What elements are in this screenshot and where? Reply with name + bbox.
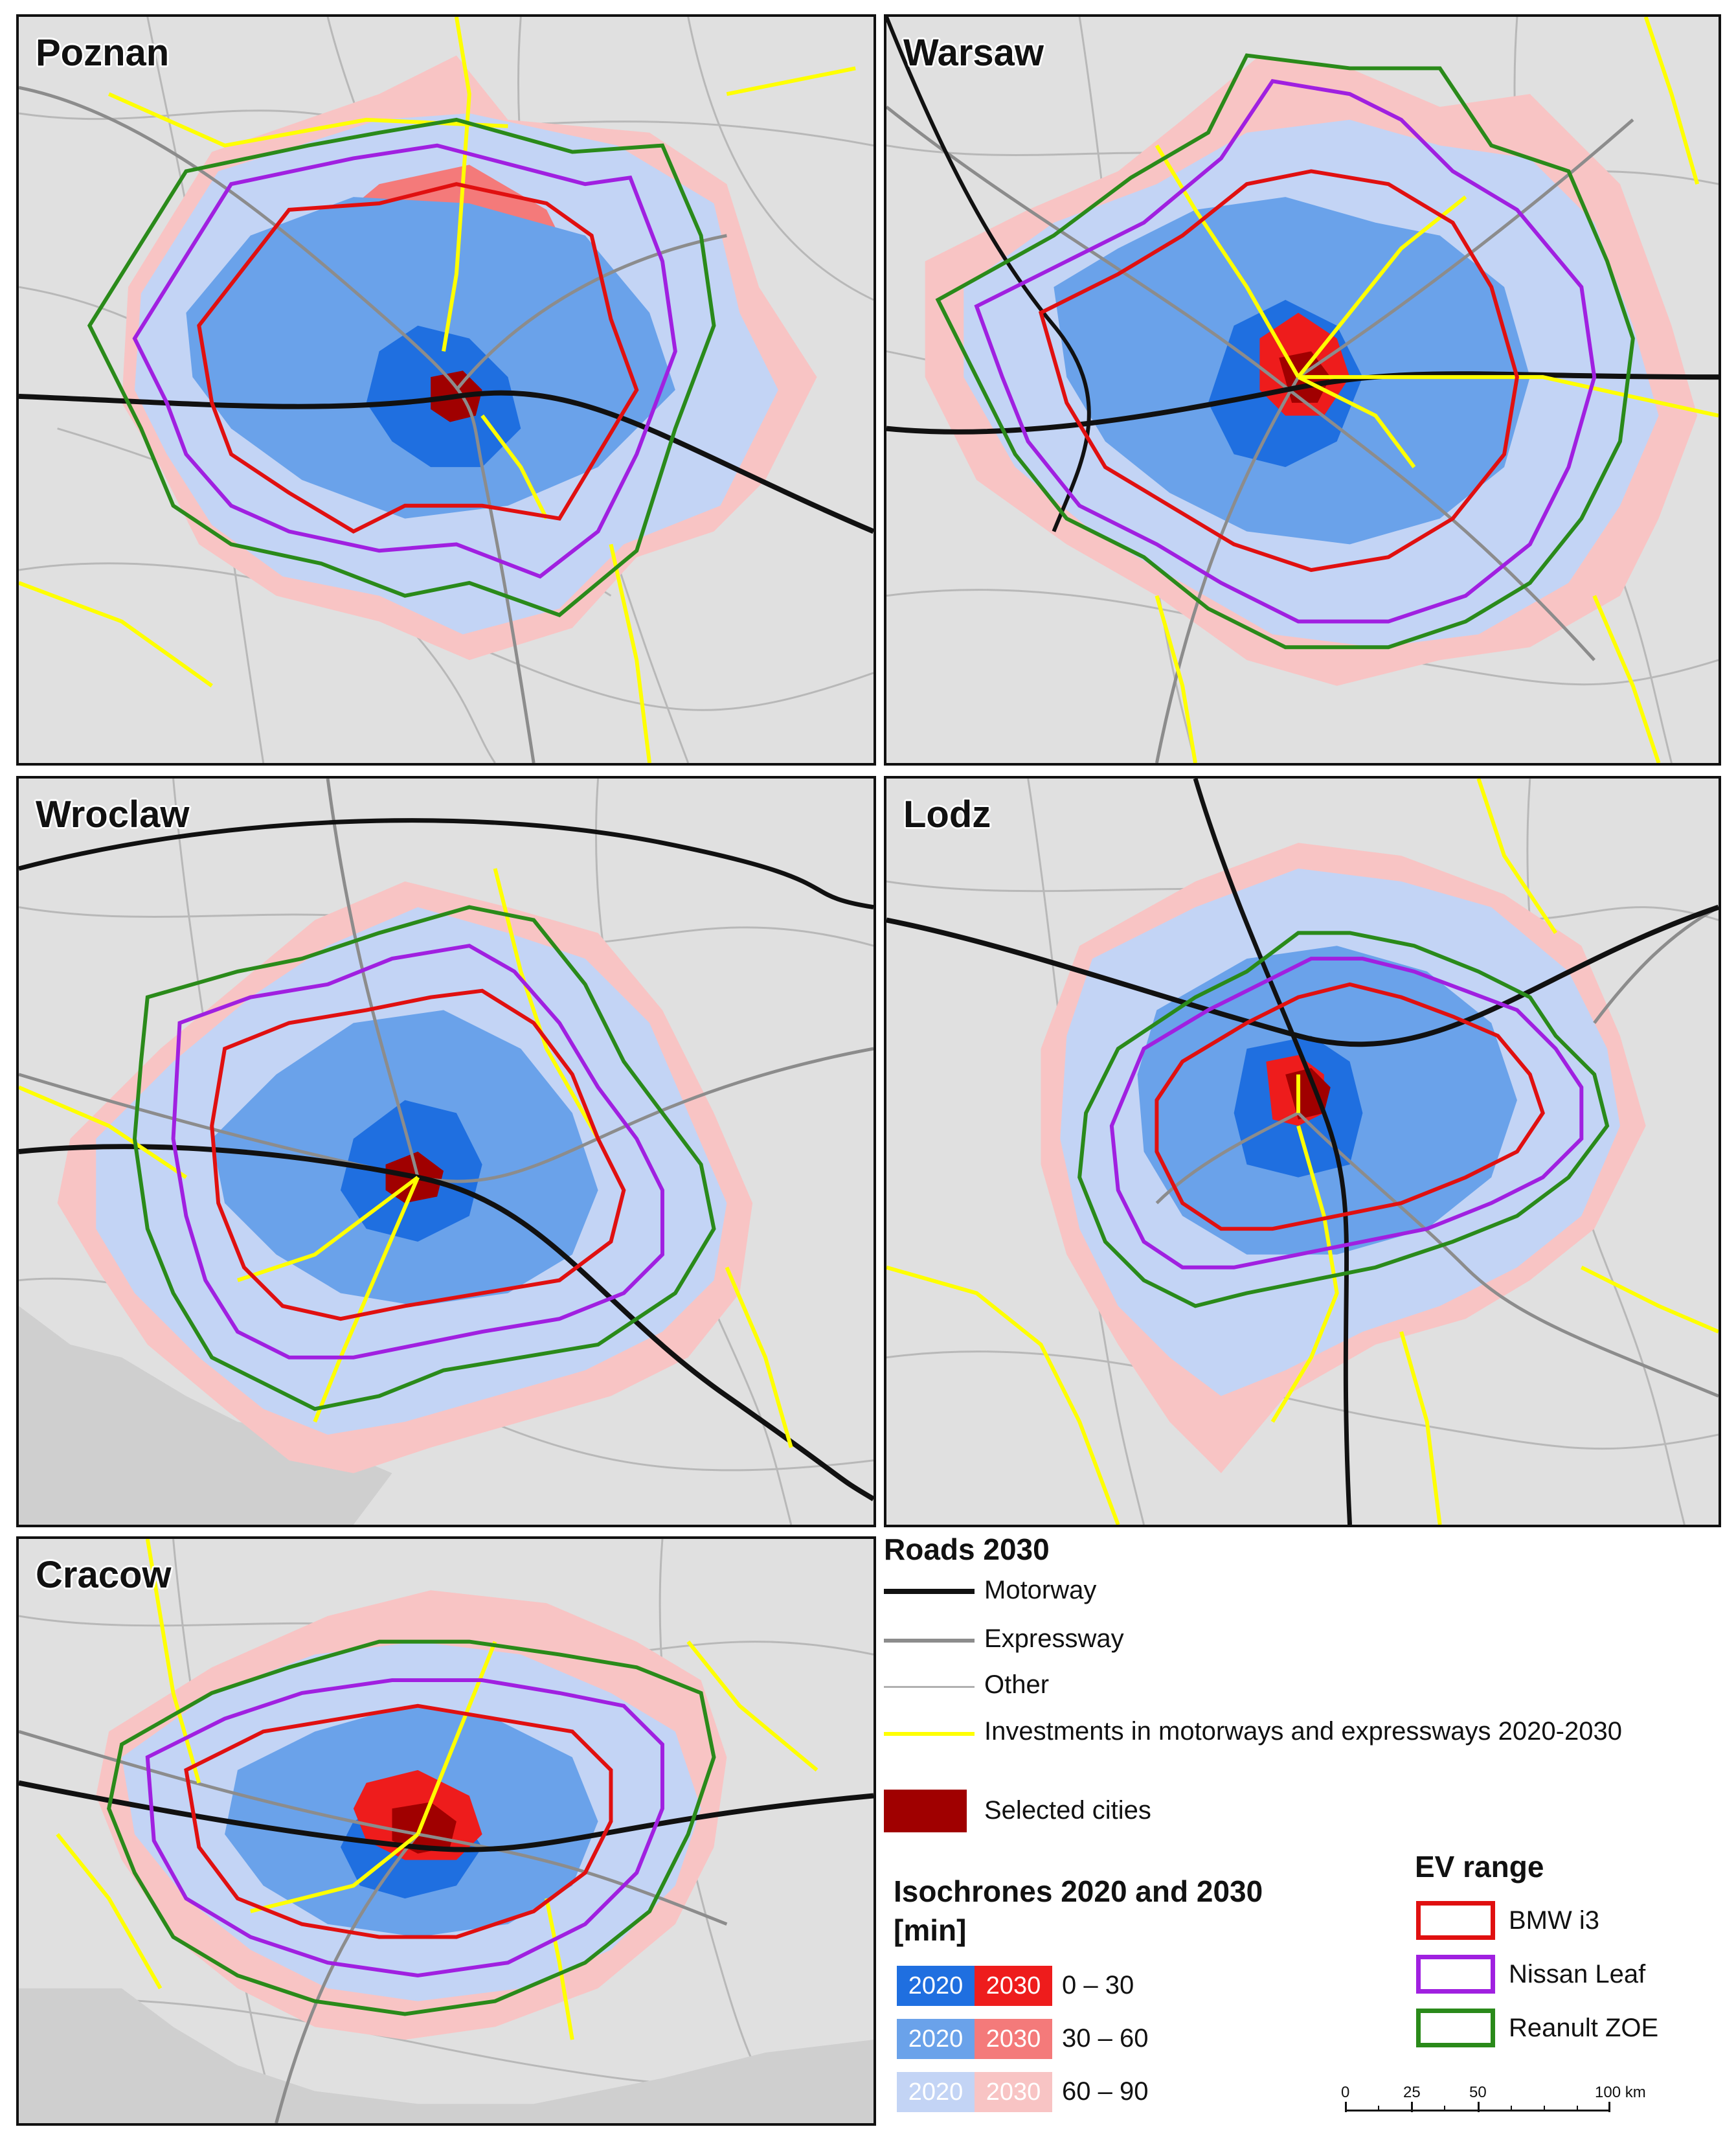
map-lodz xyxy=(886,779,1719,1525)
iso-2020-0-30: 2020 xyxy=(897,1966,975,2006)
iso-range-label: 60 – 90 xyxy=(1062,2077,1149,2106)
legend-motorway-swatch xyxy=(884,1589,975,1594)
legend-other-label: Other xyxy=(984,1670,1050,1699)
panel-title: Poznan xyxy=(36,32,170,74)
map-wroclaw xyxy=(19,779,874,1525)
legend-motorway-label: Motorway xyxy=(984,1576,1097,1604)
ev-bmw-label: BMW i3 xyxy=(1509,1906,1599,1935)
ev-renault-label: Reanult ZOE xyxy=(1509,2014,1659,2042)
legend-other-swatch xyxy=(884,1686,975,1688)
scale-tick-50: 50 xyxy=(1469,2084,1487,2101)
iso-2030-0-30: 2030 xyxy=(975,1966,1052,2006)
map-panel-cracow: Cracow xyxy=(16,1536,876,2126)
map-warsaw xyxy=(886,17,1719,763)
panel-title: Wroclaw xyxy=(36,793,190,836)
scale-tick-25: 25 xyxy=(1403,2084,1421,2101)
legend-ev-title: EV range xyxy=(1415,1850,1544,1884)
panel-title: Cracow xyxy=(36,1554,172,1596)
iso-range-label: 30 – 60 xyxy=(1062,2024,1149,2053)
map-panel-wroclaw: Wroclaw xyxy=(16,776,876,1527)
map-poznan xyxy=(19,17,874,763)
map-cracow xyxy=(19,1539,874,2123)
scale-bar xyxy=(1345,2095,1610,2121)
iso-2020-60-90: 2020 xyxy=(897,2072,975,2112)
legend-expressway-label: Expressway xyxy=(984,1624,1124,1653)
map-panel-warsaw: Warsaw xyxy=(884,14,1721,766)
motorway xyxy=(19,390,874,534)
iso-2020-30-60: 2020 xyxy=(897,2019,975,2059)
ev-bmw-swatch xyxy=(1416,1901,1495,1940)
ev-nissan-label: Nissan Leaf xyxy=(1509,1960,1646,1988)
map-panel-lodz: Lodz xyxy=(884,776,1721,1527)
iso-range-label: 0 – 30 xyxy=(1062,1971,1134,1999)
legend-isochrones-unit: [min] xyxy=(894,1913,967,1947)
legend-isochrones-title: Isochrones 2020 and 2030 xyxy=(894,1874,1263,1908)
scale-tick-0: 0 xyxy=(1341,2084,1350,2101)
ev-renault-swatch xyxy=(1416,2009,1495,2047)
legend-selected-cities-label: Selected cities xyxy=(984,1796,1151,1825)
legend-investments-label: Investments in motorways and expressways… xyxy=(984,1717,1622,1746)
ev-nissan-swatch xyxy=(1416,1955,1495,1994)
legend: Roads 2030 Motorway Expressway Other Inv… xyxy=(877,1532,1732,2128)
iso-2030-60-90: 2030 xyxy=(975,2072,1052,2112)
legend-selected-cities-swatch xyxy=(884,1790,967,1832)
iso-2030-30-60: 2030 xyxy=(975,2019,1052,2059)
legend-expressway-swatch xyxy=(884,1639,975,1643)
scale-tick-100: 100 km xyxy=(1595,2084,1646,2101)
legend-investments-swatch xyxy=(884,1732,975,1736)
panel-title: Lodz xyxy=(903,793,991,836)
panel-title: Warsaw xyxy=(903,32,1044,74)
map-panel-poznan: Poznan xyxy=(16,14,876,766)
legend-roads-title: Roads 2030 xyxy=(884,1532,1050,1566)
